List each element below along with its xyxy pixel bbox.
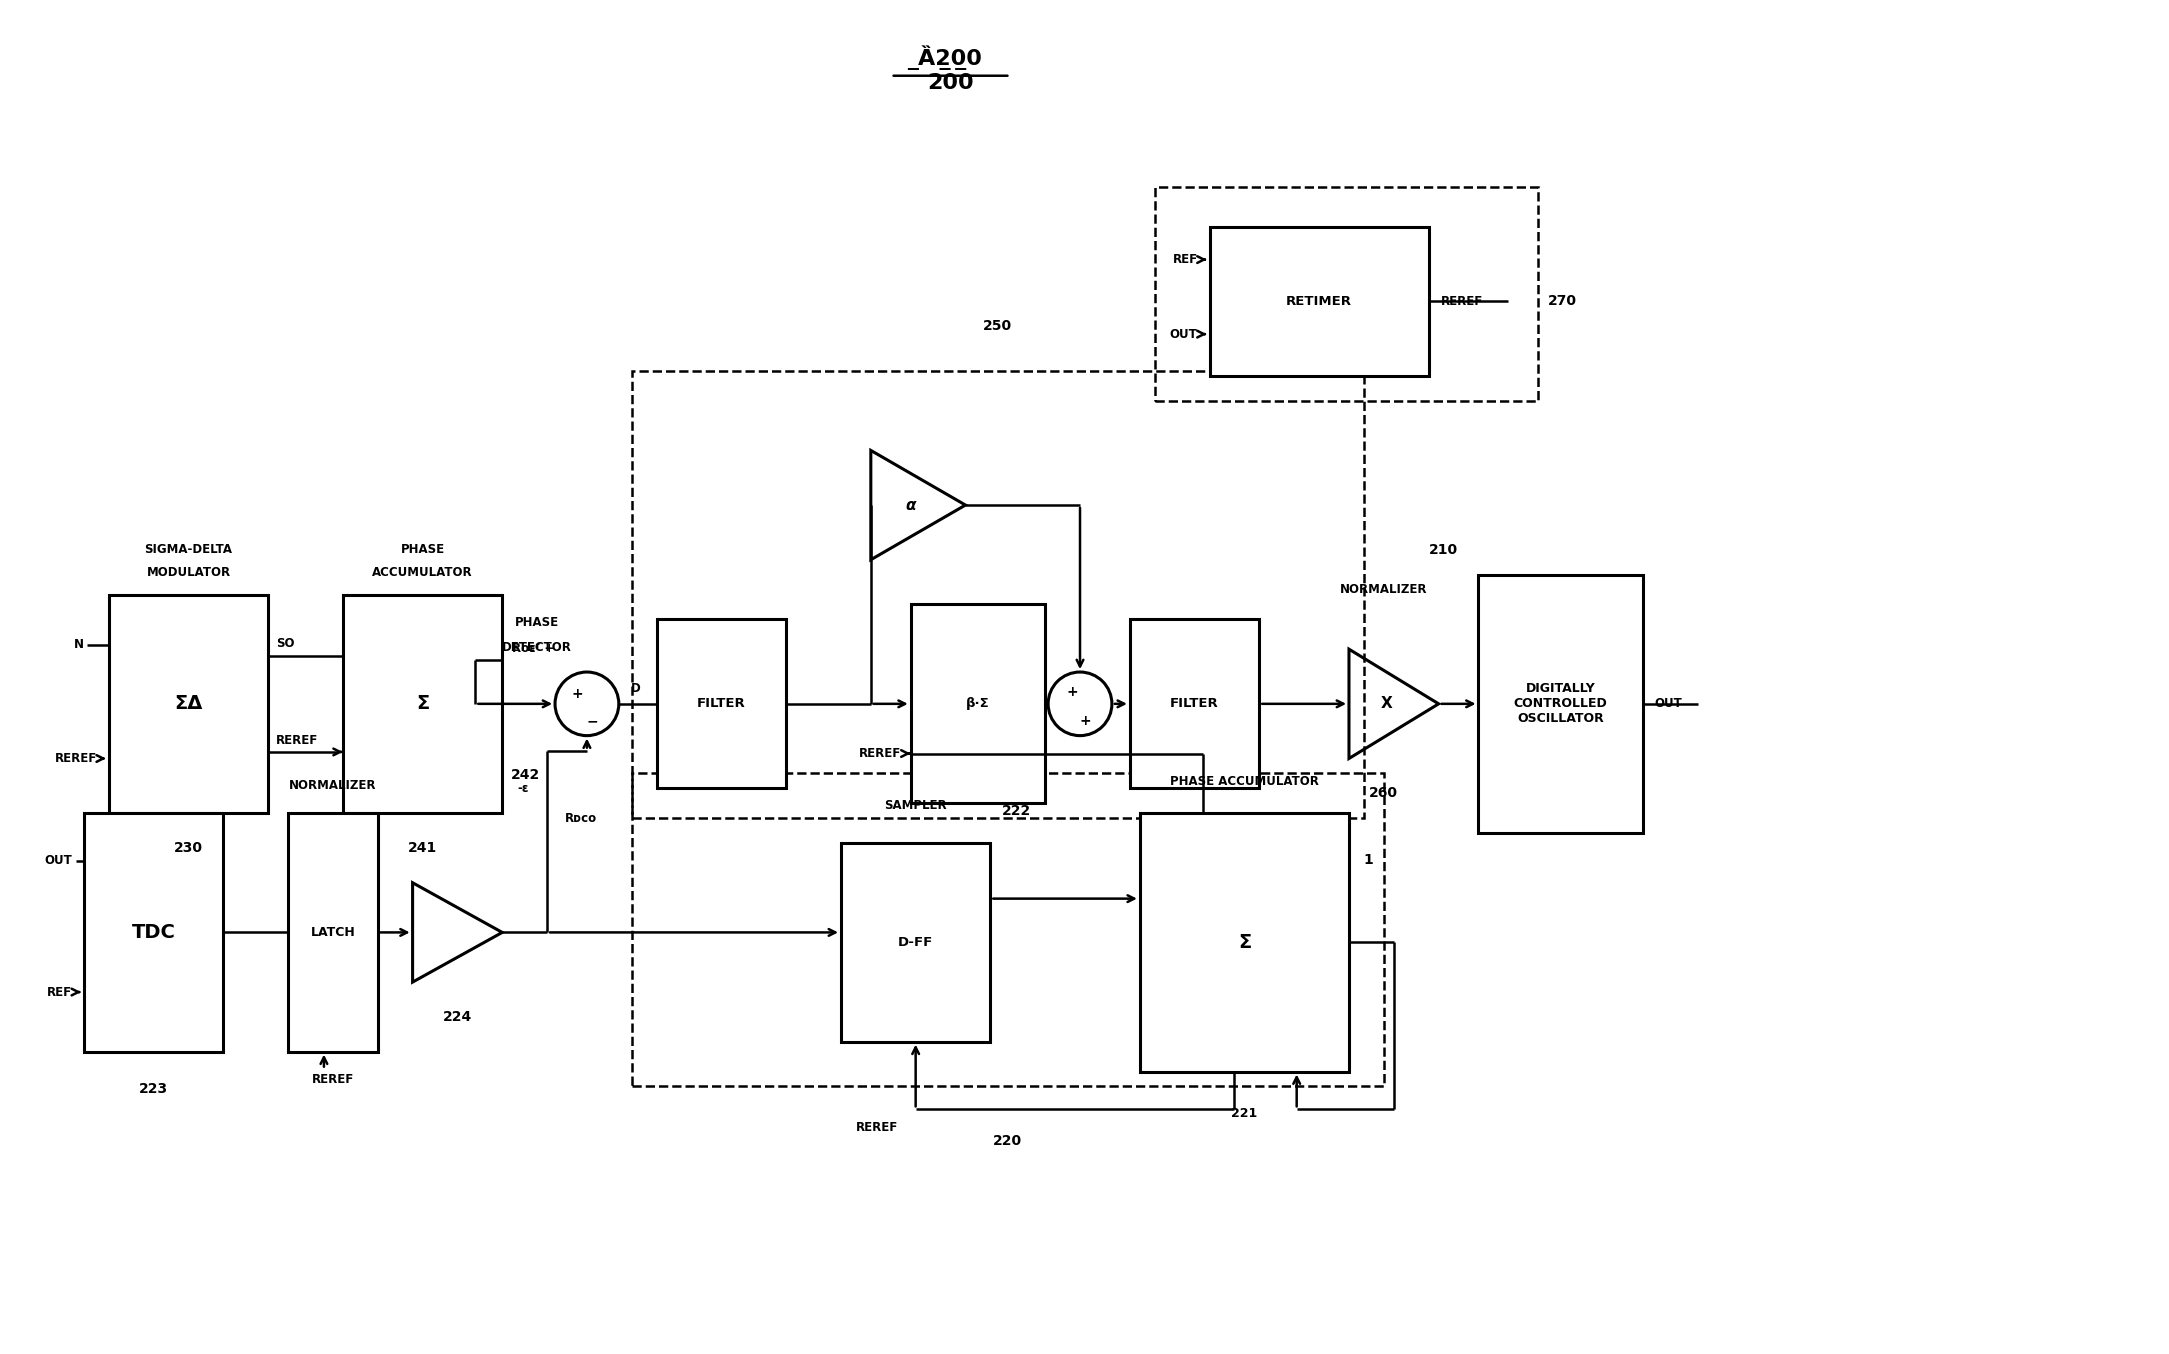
Text: PHASE: PHASE <box>514 616 560 628</box>
Bar <box>85 814 223 1052</box>
Text: DETECTOR: DETECTOR <box>503 640 573 654</box>
Text: OUT: OUT <box>43 854 72 868</box>
Text: REREF: REREF <box>275 734 319 746</box>
Bar <box>631 371 1364 818</box>
Bar <box>657 619 785 788</box>
Circle shape <box>555 672 618 735</box>
Text: N: N <box>74 638 85 651</box>
Text: 220: 220 <box>993 1135 1022 1148</box>
Text: +: + <box>1067 685 1078 699</box>
Bar <box>842 844 991 1041</box>
Text: β·Σ: β·Σ <box>965 697 989 711</box>
Text: D-FF: D-FF <box>898 936 933 949</box>
Bar <box>343 594 503 814</box>
Text: REREF: REREF <box>312 1072 354 1086</box>
Text: 230: 230 <box>174 841 204 854</box>
Text: 260: 260 <box>1369 787 1399 800</box>
Bar <box>1154 187 1538 401</box>
Text: 1: 1 <box>1364 853 1373 867</box>
Text: REREF: REREF <box>1440 295 1484 307</box>
Text: TDC: TDC <box>132 923 176 942</box>
Text: Rᴏᴇᶠ +: Rᴏᴇᶠ + <box>512 642 555 655</box>
Text: Rᴅᴄᴏ: Rᴅᴄᴏ <box>564 811 596 825</box>
Text: 221: 221 <box>1232 1106 1258 1120</box>
Text: -ε: -ε <box>518 781 529 795</box>
Text: 210: 210 <box>1429 543 1458 556</box>
Text: RETIMER: RETIMER <box>1286 295 1351 307</box>
Text: 223: 223 <box>139 1082 169 1097</box>
Text: α: α <box>904 497 915 513</box>
Text: DIGITALLY
CONTROLLED
OSCILLATOR: DIGITALLY CONTROLLED OSCILLATOR <box>1514 682 1607 726</box>
Text: REREF: REREF <box>859 747 900 760</box>
Text: FILTER: FILTER <box>1171 697 1219 711</box>
Text: OUT: OUT <box>1169 328 1197 341</box>
Text: NORMALIZER: NORMALIZER <box>1340 584 1427 596</box>
Bar <box>288 814 377 1052</box>
Text: REF: REF <box>48 986 72 998</box>
Text: SIGMA-DELTA: SIGMA-DELTA <box>145 543 232 556</box>
Bar <box>1210 226 1429 376</box>
Text: 242: 242 <box>512 768 540 783</box>
Bar <box>911 604 1045 803</box>
Text: NORMALIZER: NORMALIZER <box>288 779 377 792</box>
Bar <box>1130 619 1260 788</box>
Text: −: − <box>586 715 599 728</box>
Text: REREF: REREF <box>857 1121 898 1133</box>
Text: 224: 224 <box>442 1010 473 1024</box>
Text: 222: 222 <box>1002 804 1032 818</box>
Bar <box>1479 574 1642 833</box>
Text: SO: SO <box>275 638 295 650</box>
Text: 250: 250 <box>983 320 1013 333</box>
Bar <box>108 594 269 814</box>
Circle shape <box>1048 672 1113 735</box>
Text: +: + <box>570 686 583 701</box>
Text: REREF: REREF <box>54 751 98 765</box>
Text: SAMPLER: SAMPLER <box>885 799 948 811</box>
Text: 200: 200 <box>926 73 974 92</box>
Text: ̲Ȁ2̲0̲0: ̲Ȁ2̲0̲0 <box>920 46 983 70</box>
Bar <box>1139 814 1349 1071</box>
Text: Σ: Σ <box>1238 933 1252 952</box>
Text: LATCH: LATCH <box>310 926 356 938</box>
Text: MODULATOR: MODULATOR <box>145 566 230 580</box>
Text: ACCUMULATOR: ACCUMULATOR <box>373 566 473 580</box>
Text: REF: REF <box>1173 253 1197 267</box>
Text: 241: 241 <box>408 841 438 854</box>
Text: FILTER: FILTER <box>696 697 746 711</box>
Text: X: X <box>1382 696 1392 711</box>
Bar <box>631 773 1384 1086</box>
Text: Σ: Σ <box>416 695 429 714</box>
Text: PHASE ACCUMULATOR: PHASE ACCUMULATOR <box>1169 774 1319 788</box>
Text: 270: 270 <box>1549 294 1577 309</box>
Text: ΣΔ: ΣΔ <box>174 695 202 714</box>
Text: +: + <box>1080 714 1091 727</box>
Text: OUT: OUT <box>1655 697 1683 711</box>
Text: PHASE: PHASE <box>401 543 445 556</box>
Text: D: D <box>631 682 640 696</box>
